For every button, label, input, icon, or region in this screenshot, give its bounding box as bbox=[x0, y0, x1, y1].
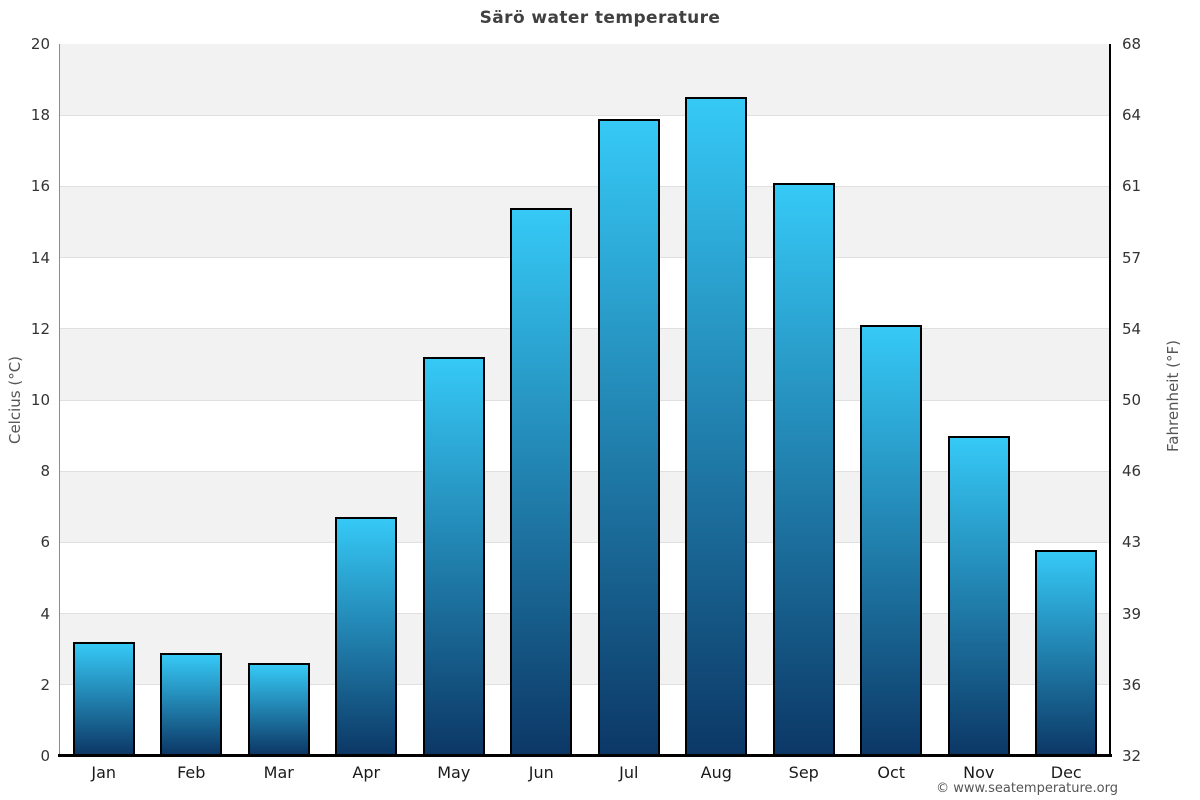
x-label-jun: Jun bbox=[528, 763, 554, 782]
left-axis-line bbox=[59, 44, 60, 756]
x-label-mar: Mar bbox=[263, 763, 294, 782]
plot-band-16-18 bbox=[60, 115, 1110, 187]
x-label-oct: Oct bbox=[877, 763, 906, 782]
right-tick-57: 57 bbox=[1122, 248, 1142, 267]
gridline-16 bbox=[60, 185, 1110, 187]
plot-band-6-8 bbox=[60, 471, 1110, 543]
bar-jun bbox=[510, 207, 573, 756]
plot-band-14-16 bbox=[60, 186, 1110, 258]
x-label-nov: Nov bbox=[963, 763, 995, 782]
right-axis-line bbox=[1109, 44, 1111, 757]
bar-jul bbox=[597, 118, 660, 756]
left-tick-12: 12 bbox=[30, 319, 50, 338]
plot-band-8-10 bbox=[60, 400, 1110, 472]
left-tick-14: 14 bbox=[30, 248, 50, 267]
left-tick-18: 18 bbox=[30, 106, 50, 125]
right-tick-32: 32 bbox=[1122, 747, 1142, 765]
bar-oct bbox=[860, 325, 923, 756]
bar-apr bbox=[335, 517, 398, 756]
right-tick-61: 61 bbox=[1122, 177, 1142, 196]
plot-band-12-14 bbox=[60, 257, 1110, 329]
gridline-12 bbox=[60, 328, 1110, 330]
gridline-8 bbox=[60, 470, 1110, 472]
right-tick-50: 50 bbox=[1122, 391, 1142, 409]
left-tick-0: 0 bbox=[40, 747, 50, 765]
right-tick-54: 54 bbox=[1122, 319, 1142, 338]
x-label-jul: Jul bbox=[619, 763, 639, 782]
left-tick-10: 10 bbox=[30, 391, 50, 409]
right-tick-39: 39 bbox=[1122, 604, 1142, 623]
bar-sep bbox=[772, 182, 835, 756]
plot-area bbox=[60, 44, 1110, 756]
plot-band-18-20 bbox=[60, 44, 1110, 116]
bar-feb bbox=[160, 652, 223, 756]
attribution: © www.seatemperature.org bbox=[936, 781, 1118, 796]
plot-band-2-4 bbox=[60, 613, 1110, 685]
bar-aug bbox=[685, 97, 748, 756]
x-axis-line bbox=[58, 754, 1112, 757]
x-label-may: May bbox=[437, 763, 471, 782]
x-label-feb: Feb bbox=[177, 763, 206, 782]
x-label-aug: Aug bbox=[700, 763, 732, 782]
left-tick-4: 4 bbox=[40, 604, 50, 623]
bar-mar bbox=[247, 663, 310, 756]
right-tick-46: 46 bbox=[1122, 462, 1142, 481]
x-label-apr: Apr bbox=[352, 763, 381, 782]
bar-dec bbox=[1035, 549, 1098, 756]
right-tick-43: 43 bbox=[1122, 533, 1142, 552]
right-tick-36: 36 bbox=[1122, 675, 1142, 694]
left-tick-20: 20 bbox=[30, 35, 50, 53]
x-label-jan: Jan bbox=[91, 763, 117, 782]
left-tick-16: 16 bbox=[30, 177, 50, 196]
chart-title: Särö water temperature bbox=[479, 8, 721, 28]
gridline-6 bbox=[60, 541, 1110, 543]
left-tick-8: 8 bbox=[40, 462, 50, 481]
plot-band-0-2 bbox=[60, 684, 1110, 756]
plot-band-10-12 bbox=[60, 328, 1110, 400]
right-tick-64: 64 bbox=[1122, 106, 1142, 125]
left-tick-2: 2 bbox=[40, 675, 50, 694]
bar-may bbox=[422, 357, 485, 756]
left-tick-6: 6 bbox=[40, 533, 50, 552]
gridline-14 bbox=[60, 257, 1110, 259]
gridline-4 bbox=[60, 613, 1110, 615]
gridline-10 bbox=[60, 399, 1110, 401]
x-label-dec: Dec bbox=[1050, 763, 1082, 782]
right-tick-68: 68 bbox=[1122, 35, 1142, 53]
bar-jan bbox=[72, 642, 135, 756]
gridline-18 bbox=[60, 114, 1110, 116]
x-label-sep: Sep bbox=[788, 763, 819, 782]
gridline-2 bbox=[60, 684, 1110, 686]
plot-band-4-6 bbox=[60, 542, 1110, 614]
bar-nov bbox=[947, 435, 1010, 756]
